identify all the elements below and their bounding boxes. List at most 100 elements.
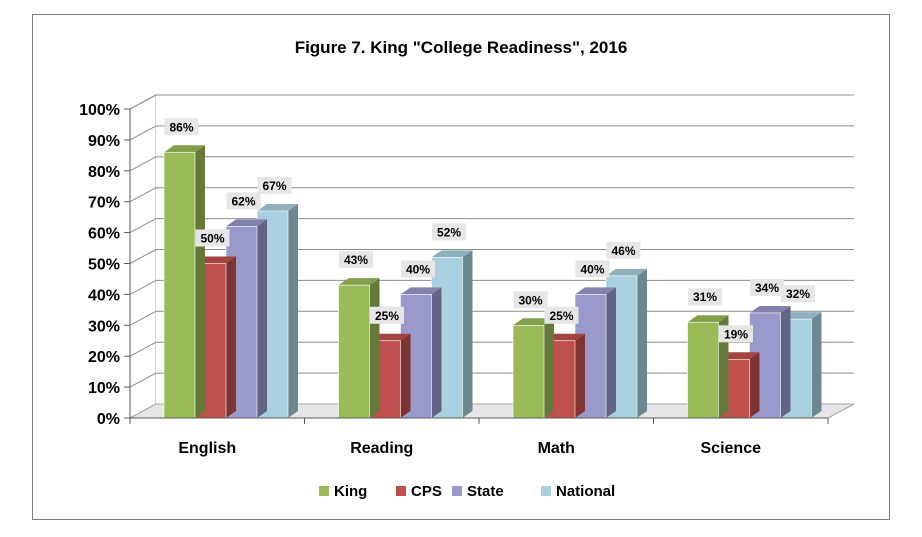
bar-top xyxy=(257,203,298,211)
legend-swatch-king xyxy=(319,486,329,496)
legend-label-state: State xyxy=(467,483,504,500)
data-label-box xyxy=(688,288,722,306)
x-category-label: Reading xyxy=(350,440,413,457)
bar-top xyxy=(575,287,616,295)
y-tick-label: 100% xyxy=(79,102,120,119)
bar-side xyxy=(226,256,236,418)
data-label: 62% xyxy=(231,194,255,208)
gridline-side xyxy=(129,156,157,172)
legend-swatch-state xyxy=(452,486,462,496)
gridline-side xyxy=(129,94,157,110)
y-tick-label: 70% xyxy=(88,195,120,212)
bar-top xyxy=(544,333,585,341)
y-tick-label: 90% xyxy=(88,133,120,150)
gridline-side xyxy=(129,341,157,357)
bar-side xyxy=(575,333,585,418)
data-label-box xyxy=(719,325,753,343)
legend-label-national: National xyxy=(556,483,615,500)
data-label: 32% xyxy=(786,287,810,301)
x-axis: English Reading Math Science xyxy=(129,417,829,457)
data-label: 30% xyxy=(518,293,542,307)
bar-top xyxy=(431,250,473,258)
college-readiness-chart: Figure 7. King "College Readiness", 2016… xyxy=(79,38,855,500)
legend-label-king: King xyxy=(334,483,367,500)
y-tick-label: 20% xyxy=(88,349,120,366)
bar-side xyxy=(369,278,380,418)
gridline-side xyxy=(129,372,157,388)
bar-top xyxy=(400,287,442,295)
data-label-box xyxy=(370,306,404,324)
gridline-side xyxy=(129,310,157,326)
data-label: 31% xyxy=(693,290,717,304)
gridline-side xyxy=(129,187,157,203)
bar-top xyxy=(749,305,791,313)
bar-front xyxy=(338,284,370,419)
bar-top xyxy=(513,318,554,326)
data-label: 34% xyxy=(755,281,779,295)
y-tick-label: 10% xyxy=(88,380,120,397)
legend-swatch-cps xyxy=(396,486,406,496)
bar-front xyxy=(163,151,196,419)
data-label-box xyxy=(339,251,373,269)
data-label-box xyxy=(164,118,199,136)
data-label-box xyxy=(606,241,641,259)
gridline-side xyxy=(129,249,157,264)
legend: King CPS State National xyxy=(319,483,615,500)
data-label: 43% xyxy=(344,253,368,267)
bar-side xyxy=(544,318,554,418)
x-category-label: Math xyxy=(538,440,575,457)
bar-king-math xyxy=(512,318,554,419)
bars xyxy=(163,145,822,419)
y-tick-label: 0% xyxy=(97,411,120,428)
bar-side xyxy=(462,250,473,418)
bar-side xyxy=(431,287,442,418)
bar-top xyxy=(606,268,647,276)
gridline-side xyxy=(129,279,157,295)
bar-side xyxy=(749,352,760,418)
bar-side xyxy=(606,287,616,418)
data-label-box xyxy=(575,260,610,278)
data-label-box xyxy=(195,229,230,247)
y-tick-label: 40% xyxy=(88,287,120,304)
bar-side xyxy=(288,203,298,418)
data-label-box xyxy=(432,223,466,241)
data-label: 46% xyxy=(611,244,635,258)
gridline-side xyxy=(129,218,157,234)
bar-top xyxy=(338,278,380,286)
legend-swatch-national xyxy=(541,486,551,496)
data-label-box xyxy=(257,176,292,194)
data-label-box xyxy=(750,278,784,296)
bar-front xyxy=(512,324,545,419)
gridline-side xyxy=(129,125,157,141)
y-tick-label: 80% xyxy=(88,164,120,181)
bar-top xyxy=(226,219,267,227)
y-tick-label: 30% xyxy=(88,318,120,335)
bar-side xyxy=(811,312,822,418)
bar-side xyxy=(780,305,791,418)
data-label: 67% xyxy=(262,179,286,193)
data-label: 86% xyxy=(169,120,193,134)
data-labels: 86% 50% 62% 67% 43% 25% 40% 52% 30% 25% 40% 46% 31% 1… xyxy=(164,118,815,343)
data-label-box xyxy=(513,291,548,309)
bar-top xyxy=(164,145,205,153)
bar-side xyxy=(257,219,267,418)
bar-top xyxy=(687,315,729,323)
data-label: 50% xyxy=(200,232,224,246)
x-category-label: English xyxy=(178,440,236,457)
data-label: 19% xyxy=(724,327,748,341)
bar-front xyxy=(687,321,719,419)
bar-top xyxy=(195,256,236,264)
bar-side xyxy=(195,145,205,418)
bar-top xyxy=(718,352,760,360)
bar-top xyxy=(780,312,822,320)
y-axis: 0% 10% 20% 30% 40% 50% 60% 70% 80% 90% 100% xyxy=(79,102,131,428)
bar-side xyxy=(637,268,647,418)
data-label-box xyxy=(401,260,435,278)
data-label: 52% xyxy=(437,225,461,239)
data-label-box xyxy=(544,306,579,324)
data-label: 25% xyxy=(375,309,399,323)
bar-king-reading xyxy=(338,278,380,419)
chart-title: Figure 7. King "College Readiness", 2016 xyxy=(295,38,628,57)
data-label: 40% xyxy=(580,262,604,276)
chart-frame: Figure 7. King "College Readiness", 2016… xyxy=(32,14,890,520)
